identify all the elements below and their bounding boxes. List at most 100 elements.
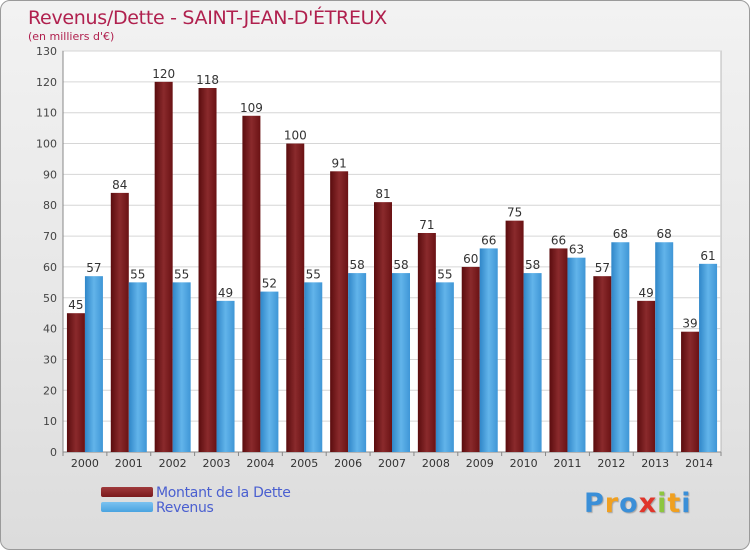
data-label-debt: 100 [284,129,307,143]
bar-revenue [216,300,235,452]
x-tick-label: 2000 [71,457,99,470]
bar-revenue [304,282,323,452]
x-tick-label: 2013 [641,457,669,470]
logo-letter: i [681,488,692,519]
logo-letter: x [638,488,658,519]
y-tick-label: 30 [43,353,57,366]
x-tick-label: 2011 [553,457,581,470]
x-tick-label: 2001 [115,457,143,470]
y-tick-label: 0 [50,446,57,459]
bar-debt [637,300,656,452]
bar-revenue [348,273,367,452]
y-tick-label: 100 [36,138,57,151]
y-tick-label: 50 [43,292,57,305]
y-tick-label: 110 [36,107,57,120]
bar-debt [66,313,85,452]
data-label-revenue: 57 [86,261,101,275]
bar-revenue [128,282,147,452]
x-tick-label: 2012 [597,457,625,470]
data-label-debt: 71 [419,218,434,232]
data-label-revenue: 55 [174,267,189,281]
bar-debt [242,115,261,453]
data-label-revenue: 55 [130,267,145,281]
y-tick-label: 70 [43,230,57,243]
data-label-debt: 109 [240,101,263,115]
bar-revenue [699,263,718,452]
data-label-debt: 57 [595,261,610,275]
data-label-revenue: 68 [657,227,672,241]
x-tick-label: 2009 [466,457,494,470]
data-label-revenue: 55 [437,267,452,281]
data-label-revenue: 61 [700,249,715,263]
logo-letter: t [667,488,682,519]
data-label-revenue: 66 [481,233,496,247]
data-label-debt: 75 [507,206,522,220]
logo-letter: P [584,488,605,519]
bar-revenue [655,242,674,452]
data-label-debt: 84 [112,178,127,192]
data-label-revenue: 52 [262,277,277,291]
data-label-revenue: 58 [349,258,364,272]
y-tick-label: 40 [43,323,57,336]
bar-debt [549,248,568,452]
bar-debt [593,276,612,452]
bar-revenue [523,273,542,452]
chart-title: Revenus/Dette - SAINT-JEAN-D'ÉTREUX [28,7,387,29]
data-label-debt: 66 [551,233,566,247]
x-tick-label: 2006 [334,457,362,470]
data-label-revenue: 49 [218,286,233,300]
bar-debt [198,88,217,452]
x-tick-label: 2004 [246,457,274,470]
data-label-debt: 45 [68,298,83,312]
data-label-debt: 91 [331,156,346,170]
data-label-revenue: 58 [393,258,408,272]
legend-swatch-revenue [101,502,153,512]
y-tick-label: 20 [43,384,57,397]
bar-revenue [567,257,586,452]
bar-revenue [392,273,410,452]
chart-subtitle: (en milliers d'€) [28,30,115,43]
bar-revenue [435,282,454,452]
data-label-debt: 60 [463,252,478,266]
data-label-revenue: 55 [306,267,321,281]
y-tick-label: 130 [36,45,57,58]
y-tick-label: 90 [43,168,57,181]
data-label-debt: 49 [639,286,654,300]
bar-debt [681,331,700,452]
y-tick-label: 80 [43,199,57,212]
logo-letter: r [604,488,620,519]
bar-debt [505,220,524,452]
data-label-revenue: 63 [569,243,584,257]
bar-debt [154,81,173,452]
bar-debt [374,202,392,452]
x-tick-label: 2007 [378,457,406,470]
logo-letter: i [657,488,668,519]
data-label-debt: 118 [196,73,219,87]
bar-debt [461,266,480,452]
bar-revenue [260,291,279,452]
bar-debt [330,171,349,453]
data-label-debt: 81 [375,187,390,201]
legend-label-revenue: Revenus [156,500,214,516]
bar-revenue [84,276,103,452]
proxiti-logo[interactable]: Proxiti [584,488,692,519]
bar-debt [417,232,436,452]
bar-debt [286,143,305,453]
data-label-revenue: 58 [525,258,540,272]
bar-revenue [479,248,498,452]
bar-debt [110,192,129,452]
legend-label-debt: Montant de la Dette [156,485,291,501]
y-tick-label: 60 [43,261,57,274]
x-tick-label: 2014 [685,457,713,470]
legend-swatch-debt [101,487,153,497]
x-tick-label: 2003 [203,457,231,470]
logo-letter: o [619,488,639,519]
y-tick-label: 10 [43,415,57,428]
bar-revenue [611,242,630,452]
x-tick-label: 2010 [510,457,538,470]
x-tick-label: 2005 [290,457,318,470]
x-tick-label: 2002 [159,457,187,470]
x-tick-label: 2008 [422,457,450,470]
